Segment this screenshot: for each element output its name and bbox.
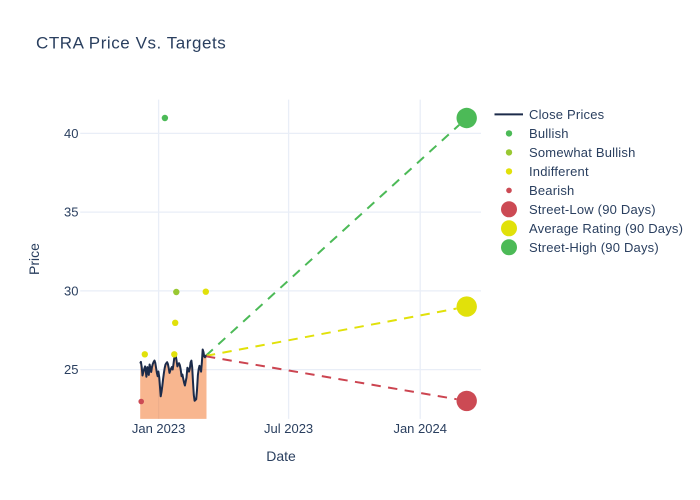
- svg-text:Street-Low (90 Days): Street-Low (90 Days): [529, 202, 656, 217]
- svg-text:35: 35: [64, 205, 78, 220]
- svg-text:30: 30: [64, 283, 78, 298]
- svg-text:Street-High (90 Days): Street-High (90 Days): [529, 240, 659, 255]
- svg-text:Jul 2023: Jul 2023: [264, 421, 313, 436]
- svg-text:25: 25: [64, 362, 78, 377]
- svg-text:CTRA Price Vs. Targets: CTRA Price Vs. Targets: [36, 34, 226, 53]
- svg-text:Date: Date: [266, 448, 296, 464]
- svg-text:Jan 2024: Jan 2024: [393, 421, 447, 436]
- svg-text:Price: Price: [26, 243, 42, 275]
- svg-text:Close Prices: Close Prices: [529, 107, 605, 122]
- svg-text:Bearish: Bearish: [529, 183, 574, 198]
- svg-text:Bullish: Bullish: [529, 126, 569, 141]
- svg-text:40: 40: [64, 126, 78, 141]
- svg-text:Somewhat Bullish: Somewhat Bullish: [529, 145, 636, 160]
- svg-text:Jan 2023: Jan 2023: [132, 421, 186, 436]
- svg-text:Indifferent: Indifferent: [529, 164, 589, 179]
- svg-text:Average Rating (90 Days): Average Rating (90 Days): [529, 221, 683, 236]
